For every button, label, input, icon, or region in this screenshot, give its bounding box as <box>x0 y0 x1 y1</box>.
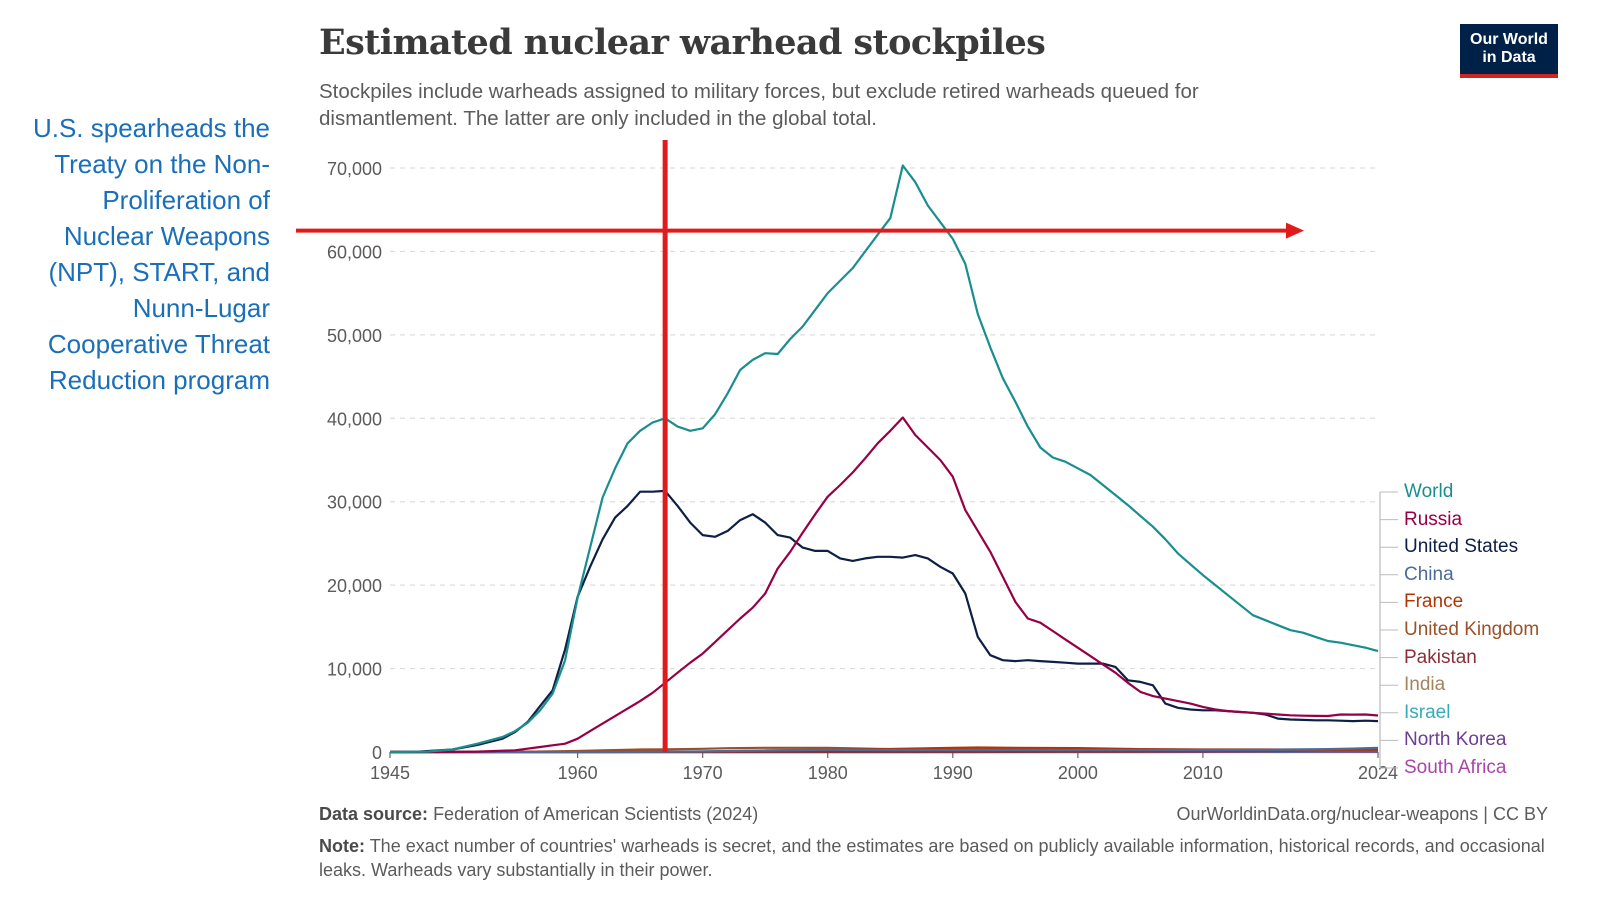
y-tick-label: 0 <box>372 743 382 763</box>
y-tick-label: 20,000 <box>327 576 382 596</box>
y-tick-label: 60,000 <box>327 242 382 262</box>
note-text: The exact number of countries' warheads … <box>319 836 1545 880</box>
legend-item-france[interactable]: France <box>1404 591 1464 613</box>
legend-connector <box>1380 657 1398 659</box>
legend-item-world[interactable]: World <box>1404 481 1454 502</box>
legend-connector <box>1380 712 1398 714</box>
data-source-label: Data source: <box>319 804 429 824</box>
legend-connector <box>1380 684 1398 686</box>
y-tick-label: 30,000 <box>327 493 382 513</box>
x-tick-label: 1960 <box>558 763 598 783</box>
x-tick-label: 1980 <box>808 763 848 783</box>
legend-connector <box>1380 519 1398 521</box>
data-source-text[interactable]: Federation of American Scientists (2024) <box>433 804 759 824</box>
reference-arrowhead <box>1286 222 1304 239</box>
legend-item-north-korea[interactable]: North Korea <box>1404 729 1507 751</box>
footer-note: Note: The exact number of countries' war… <box>319 834 1559 882</box>
legend-connector <box>1380 767 1398 769</box>
data-source: Data source: Federation of American Scie… <box>319 804 758 825</box>
legend-item-united-kingdom[interactable]: United Kingdom <box>1404 619 1540 640</box>
x-tick-label: 1970 <box>683 763 723 783</box>
logo-line-1: Our World <box>1470 31 1548 48</box>
owid-logo[interactable]: Our World in Data <box>1460 24 1558 78</box>
legend-item-india[interactable]: India <box>1404 674 1446 696</box>
legend-connector <box>1380 629 1398 631</box>
legend-connector <box>1380 601 1398 603</box>
note-label: Note: <box>319 836 365 856</box>
legend-connector <box>1380 739 1398 741</box>
y-tick-label: 10,000 <box>327 660 382 680</box>
treaty-annotation: U.S. spearheads the Treaty on the Non-Pr… <box>32 113 270 395</box>
legend-item-russia[interactable]: Russia <box>1404 508 1463 530</box>
series-line-china <box>390 746 1379 754</box>
y-tick-label: 50,000 <box>327 326 382 346</box>
logo-line-2: in Data <box>1482 49 1536 66</box>
source-url[interactable]: OurWorldinData.org/nuclear-weapons | CC … <box>1176 804 1548 824</box>
chart-title: Estimated nuclear warhead stockpiles <box>319 22 1046 63</box>
series-line-russia <box>390 416 1379 754</box>
x-tick-label: 2010 <box>1183 763 1223 783</box>
legend-connector <box>1380 546 1398 548</box>
legend-item-israel[interactable]: Israel <box>1404 701 1451 723</box>
legend-item-united-states[interactable]: United States <box>1404 536 1519 558</box>
legend-connector <box>1380 574 1398 576</box>
legend-item-south-africa[interactable]: South Africa <box>1404 757 1507 778</box>
x-tick-label: 2000 <box>1058 763 1098 783</box>
legend-item-china[interactable]: China <box>1404 563 1454 585</box>
x-tick-label: 1990 <box>933 763 973 783</box>
legend-connector <box>1380 491 1398 493</box>
y-tick-label: 40,000 <box>327 409 382 429</box>
chart-subtitle: Stockpiles include warheads assigned to … <box>319 80 1199 130</box>
series-line-world <box>389 164 1379 754</box>
x-tick-label: 2024 <box>1358 763 1398 783</box>
x-tick-label: 1945 <box>370 763 410 783</box>
legend-item-pakistan[interactable]: Pakistan <box>1404 646 1477 668</box>
y-tick-label: 70,000 <box>327 159 382 179</box>
